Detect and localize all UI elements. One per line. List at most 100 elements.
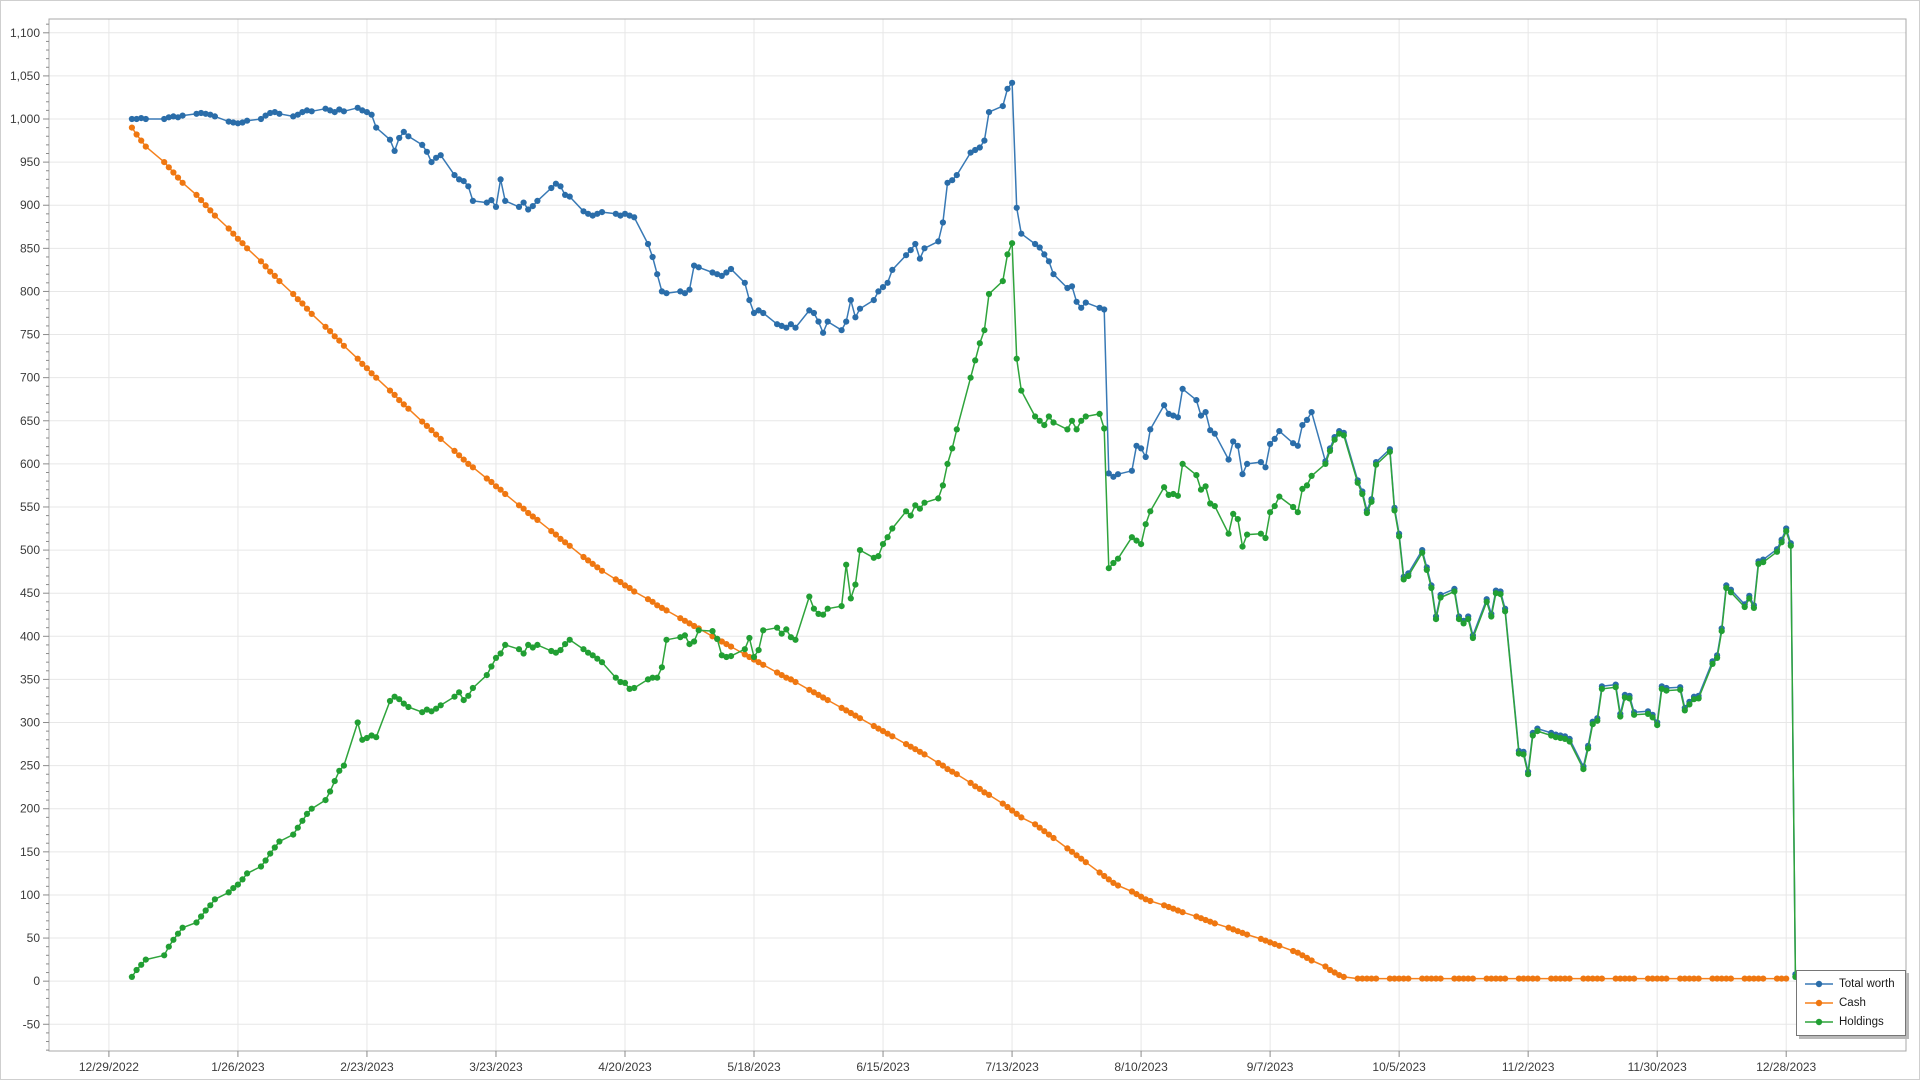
holdings-data-point bbox=[1354, 479, 1361, 486]
holdings-data-point bbox=[1050, 419, 1057, 426]
cash-data-point bbox=[1391, 975, 1398, 982]
holdings-data-point bbox=[1663, 687, 1670, 694]
holdings-data-point bbox=[792, 636, 799, 643]
holdings-data-point bbox=[598, 659, 606, 666]
cash-data-point bbox=[1566, 975, 1573, 982]
holdings-data-point bbox=[1723, 584, 1730, 592]
y-tick-label: 300 bbox=[20, 716, 40, 730]
cash-data-point bbox=[262, 263, 269, 270]
cash-data-point bbox=[723, 641, 730, 648]
holdings-data-point bbox=[1686, 701, 1693, 708]
total-worth-data-point bbox=[525, 206, 532, 213]
total-worth-data-point bbox=[912, 240, 919, 248]
cash-data-point bbox=[170, 169, 177, 176]
total-worth-data-point bbox=[718, 272, 725, 279]
cash-data-point bbox=[1174, 907, 1181, 914]
cash-data-point bbox=[276, 278, 283, 285]
total-worth-data-point bbox=[856, 305, 864, 312]
total-worth-data-point bbox=[1244, 460, 1251, 467]
cash-data-point bbox=[916, 748, 924, 755]
cash-data-point bbox=[1359, 975, 1366, 982]
cash-data-point bbox=[1520, 975, 1527, 982]
cash-data-point bbox=[1045, 831, 1052, 838]
holdings-data-point bbox=[612, 674, 619, 681]
cash-data-point bbox=[1515, 975, 1522, 982]
holdings-data-point bbox=[1174, 492, 1181, 499]
holdings-data-point bbox=[1396, 533, 1403, 540]
holdings-data-point bbox=[907, 512, 914, 519]
total-worth-data-point bbox=[1078, 304, 1085, 311]
cash-data-point bbox=[1419, 975, 1426, 982]
holdings-data-point bbox=[1561, 735, 1569, 743]
cash-data-point bbox=[363, 365, 370, 372]
cash-data-point bbox=[1727, 975, 1734, 982]
total-worth-data-point bbox=[820, 329, 827, 336]
total-worth-data-point bbox=[1073, 298, 1080, 305]
cash-data-point bbox=[1018, 814, 1025, 821]
holdings-data-point bbox=[1114, 555, 1122, 562]
cash-data-point bbox=[340, 342, 347, 349]
holdings-data-point bbox=[746, 634, 753, 642]
holdings-data-point bbox=[1709, 660, 1716, 668]
holdings-data-point bbox=[257, 863, 265, 870]
holdings-data-point bbox=[244, 870, 251, 877]
holdings-data-point bbox=[727, 653, 735, 660]
cash-data-point bbox=[870, 722, 877, 730]
cash-data-point bbox=[193, 191, 200, 198]
holdings-data-point bbox=[1032, 413, 1039, 420]
cash-data-point bbox=[778, 672, 785, 679]
cash-data-point bbox=[1004, 803, 1011, 811]
holdings-data-point bbox=[787, 634, 795, 641]
holdings-data-point bbox=[198, 913, 205, 920]
cash-data-point bbox=[774, 669, 781, 676]
holdings-data-point bbox=[294, 824, 301, 831]
total-worth-data-point bbox=[193, 110, 200, 117]
total-worth-data-point bbox=[1161, 402, 1168, 409]
holdings-data-point bbox=[276, 838, 283, 845]
cash-data-point bbox=[419, 418, 426, 425]
cash-data-point bbox=[451, 447, 458, 454]
total-worth-data-point bbox=[879, 284, 887, 291]
total-worth-data-point bbox=[202, 110, 209, 117]
holdings-data-point bbox=[838, 603, 845, 610]
total-worth-data-point bbox=[1262, 464, 1269, 471]
cash-data-point bbox=[1105, 876, 1112, 883]
total-worth-data-point bbox=[1230, 438, 1237, 445]
cash-data-point bbox=[631, 588, 638, 595]
holdings-data-point bbox=[1460, 620, 1467, 627]
total-worth-data-point bbox=[1294, 442, 1301, 449]
total-worth-data-point bbox=[681, 290, 689, 297]
cash-data-point bbox=[1778, 975, 1785, 982]
total-worth-data-point bbox=[1202, 409, 1209, 416]
holdings-data-point bbox=[1773, 548, 1781, 555]
holdings-data-point bbox=[663, 636, 670, 643]
holdings-data-point bbox=[621, 679, 629, 687]
total-worth-data-point bbox=[1009, 79, 1016, 86]
total-worth-data-point bbox=[520, 199, 527, 206]
cash-data-point bbox=[257, 258, 265, 265]
cash-data-point bbox=[585, 557, 592, 564]
holdings-data-point bbox=[1041, 422, 1048, 429]
holdings-data-point bbox=[396, 696, 403, 703]
cash-data-point bbox=[1326, 966, 1334, 974]
holdings-data-point bbox=[456, 689, 463, 696]
holdings-data-point bbox=[262, 857, 269, 864]
x-tick-label: 1/26/2023 bbox=[211, 1060, 265, 1074]
total-worth-data-point bbox=[1193, 397, 1200, 404]
cash-data-point bbox=[165, 164, 172, 171]
holdings-data-point bbox=[921, 499, 928, 506]
holdings-data-point bbox=[1064, 426, 1071, 433]
cash-data-point bbox=[1179, 909, 1186, 916]
cash-data-point bbox=[303, 305, 311, 312]
holdings-data-point bbox=[1045, 413, 1052, 420]
holdings-data-point bbox=[419, 709, 426, 716]
cash-data-point bbox=[1114, 882, 1122, 889]
legend-marker-total-worth bbox=[1805, 980, 1833, 988]
cash-data-point bbox=[1746, 975, 1753, 982]
cash-data-point bbox=[663, 607, 670, 614]
total-worth-data-point bbox=[198, 109, 205, 117]
cash-data-point bbox=[1147, 897, 1154, 905]
cash-data-point bbox=[889, 733, 896, 740]
total-worth-data-point bbox=[419, 141, 426, 148]
